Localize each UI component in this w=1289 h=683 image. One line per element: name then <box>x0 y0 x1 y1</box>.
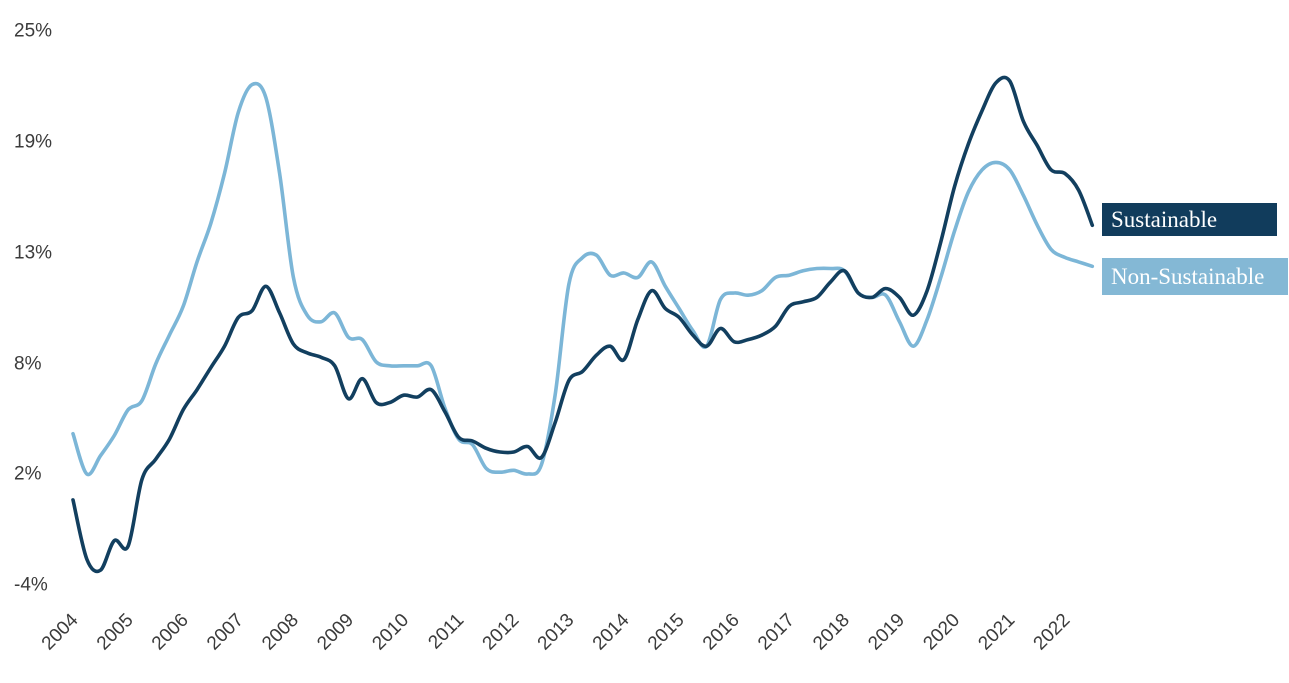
legend-label-non-sustainable: Non-Sustainable <box>1111 264 1265 289</box>
y-tick-label: 8% <box>14 354 42 375</box>
y-axis-tick-labels: 25% 19% 13% 8% 2% -4% <box>14 21 52 596</box>
x-tick-label: 2013 <box>534 610 579 655</box>
x-tick-label: 2006 <box>148 610 193 655</box>
x-tick-label: 2007 <box>203 610 248 655</box>
x-axis-tick-labels: 2004 2005 2006 2007 2008 2009 2010 2011 2012 2013… <box>38 609 1075 654</box>
y-tick-label: 13% <box>14 243 52 264</box>
x-tick-label: 2017 <box>754 610 799 655</box>
x-tick-label: 2012 <box>479 610 524 655</box>
legend-item-non-sustainable: Non-Sustainable <box>1102 258 1288 295</box>
x-tick-label: 2014 <box>589 609 634 654</box>
y-tick-label: -4% <box>14 575 48 596</box>
y-tick-label: 2% <box>14 464 42 485</box>
x-tick-label: 2018 <box>809 610 854 655</box>
y-tick-label: 19% <box>14 132 52 153</box>
x-tick-label: 2011 <box>424 610 468 654</box>
x-tick-label: 2022 <box>1030 610 1075 655</box>
line-non-sustainable <box>71 81 1095 477</box>
x-tick-label: 2016 <box>699 610 744 655</box>
x-tick-label: 2008 <box>258 610 303 655</box>
x-tick-label: 2004 <box>38 609 83 654</box>
x-tick-label: 2019 <box>864 610 909 655</box>
x-tick-label: 2015 <box>644 610 689 655</box>
x-tick-label: 2009 <box>313 610 358 655</box>
legend-item-sustainable: Sustainable <box>1102 203 1277 236</box>
x-tick-label: 2020 <box>919 610 964 655</box>
y-tick-label: 25% <box>14 21 52 42</box>
x-tick-label: 2010 <box>368 610 413 655</box>
x-tick-label: 2021 <box>974 610 1019 655</box>
x-tick-label: 2005 <box>93 610 138 655</box>
line-sustainable <box>71 75 1095 574</box>
legend-label-sustainable: Sustainable <box>1111 207 1218 232</box>
